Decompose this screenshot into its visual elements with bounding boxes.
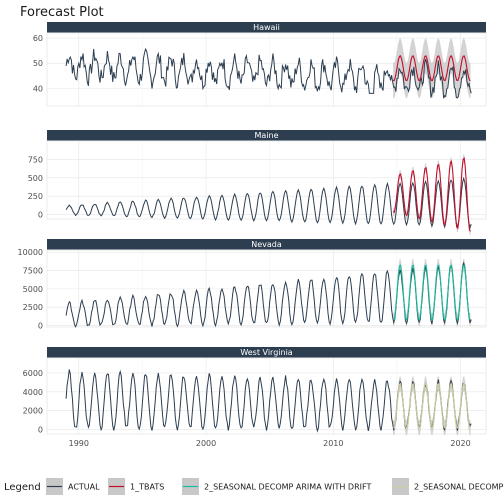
panel-maine: Maine 0 250 500 750 <box>28 130 487 236</box>
forecast-confidence-band <box>393 153 471 236</box>
facet-strip-label: Nevada <box>251 240 282 249</box>
y-tick-label: 7500 <box>23 267 43 276</box>
legend: Legend ACTUAL 1_TBATS 2_SEASONAL DECOMP ARI… <box>4 478 504 495</box>
facet-strip-label: Hawaii <box>253 23 280 32</box>
actual-series-line <box>65 47 472 99</box>
y-tick-label: 5000 <box>23 285 43 294</box>
facet-strip <box>47 130 486 141</box>
y-tick-label: 500 <box>28 174 43 183</box>
y-tick-label: 0 <box>38 322 43 331</box>
y-tick-label: 6000 <box>23 369 43 378</box>
y-tick-label: 0 <box>38 425 43 434</box>
facet-strip-label: Maine <box>254 131 278 140</box>
facet-strip <box>47 347 486 358</box>
y-tick-label: 750 <box>28 155 43 164</box>
y-tick-label: 40 <box>33 84 43 93</box>
x-tick-label: 2000 <box>196 439 216 448</box>
y-tick-label: 4000 <box>23 388 43 397</box>
legend-item-label: 2_SEASONAL DECOMP ARIMA WITH DRIFT <box>204 483 371 492</box>
forecast-series-line <box>392 55 471 82</box>
legend-title: Legend <box>4 482 41 493</box>
y-tick-label: 50 <box>33 59 43 68</box>
forecast-series-line <box>392 156 471 232</box>
chart-title: Forecast Plot <box>20 5 104 20</box>
forecast-confidence-band <box>393 376 471 436</box>
panel-nevada: Nevada 0 2500 5000 7500 10000 <box>18 239 487 331</box>
panel-background <box>46 140 487 220</box>
x-tick-label: 2020 <box>450 439 470 448</box>
y-tick-label: 10000 <box>18 248 43 257</box>
forecast-series-line <box>392 382 471 429</box>
y-tick-label: 2500 <box>23 303 43 312</box>
forecast-confidence-band <box>393 38 471 99</box>
facet-strip <box>47 22 486 33</box>
facet-strip-label: West Virginia <box>240 348 292 357</box>
facet-strip <box>47 239 486 250</box>
legend-item-label: 1_TBATS <box>130 483 164 492</box>
legend-item-label: 2_SEASONAL DECOMP <box>414 483 504 492</box>
forecast-series-line <box>392 264 471 321</box>
facet-panels: Hawaii 40 50 60 Maine 0 250 500 750 Nevada 0 2500 50… <box>18 22 487 448</box>
y-tick-label: 0 <box>38 211 43 220</box>
y-tick-label: 250 <box>28 192 43 201</box>
y-tick-label: 2000 <box>23 407 43 416</box>
x-tick-label: 1990 <box>69 439 89 448</box>
legend-item-label: ACTUAL <box>68 483 100 492</box>
actual-series-line <box>65 176 472 230</box>
y-tick-label: 60 <box>33 34 43 43</box>
x-tick-label: 2010 <box>323 439 343 448</box>
panel-hawaii: Hawaii 40 50 60 <box>33 22 487 107</box>
panel-west-virginia: West Virginia 0 2000 4000 6000 1990 2000 2010 20… <box>23 347 487 448</box>
